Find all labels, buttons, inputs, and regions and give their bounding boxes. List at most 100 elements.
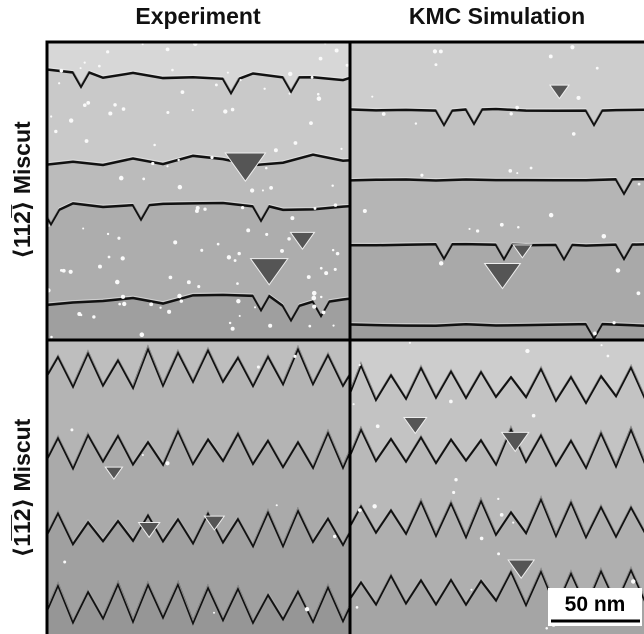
adatom	[262, 189, 264, 191]
adatom	[497, 552, 500, 555]
adatom	[516, 172, 518, 174]
adatom	[178, 185, 182, 189]
adatom	[236, 299, 240, 303]
adatom	[280, 249, 284, 253]
adatom	[149, 302, 153, 306]
adatom	[356, 606, 359, 609]
adatom	[319, 57, 323, 61]
adatom	[358, 508, 362, 512]
adatom	[195, 209, 199, 213]
adatom	[287, 237, 290, 240]
adatom	[311, 76, 314, 79]
adatom	[500, 513, 504, 517]
adatom	[305, 607, 309, 611]
adatom	[332, 249, 334, 251]
adatom	[570, 45, 574, 49]
adatom	[265, 167, 268, 170]
adatom	[631, 579, 635, 583]
adatom	[512, 521, 514, 523]
adatom	[545, 627, 548, 630]
adatom	[237, 252, 240, 255]
adatom	[121, 256, 125, 260]
micrograph	[341, 43, 644, 344]
adatom	[312, 304, 316, 308]
adatom	[107, 233, 109, 235]
adatom	[113, 103, 116, 106]
adatom	[117, 237, 120, 240]
adatom	[593, 332, 597, 336]
adatom	[363, 209, 367, 213]
adatom	[508, 169, 512, 173]
adatom	[372, 504, 376, 508]
adatom	[336, 252, 340, 256]
adatom	[167, 310, 171, 314]
adatom	[497, 498, 499, 500]
adatom	[335, 48, 339, 52]
adatom	[420, 174, 423, 177]
adatom	[257, 365, 260, 368]
adatom	[82, 227, 84, 229]
adatom	[200, 249, 203, 252]
adatom	[80, 67, 82, 69]
adatom	[346, 64, 349, 67]
adatom	[151, 162, 154, 165]
adatom	[638, 183, 641, 186]
adatom	[312, 291, 317, 296]
adatom	[63, 561, 66, 564]
adatom	[317, 93, 320, 96]
adatom	[263, 88, 265, 90]
adatom	[254, 306, 256, 308]
column-header: Experiment	[135, 3, 261, 29]
adatom	[334, 268, 337, 271]
adatom	[181, 90, 185, 94]
adatom	[509, 112, 512, 115]
adatom	[500, 223, 504, 227]
adatom	[166, 47, 170, 51]
adatom	[169, 276, 173, 280]
adatom	[197, 285, 200, 288]
micrograph	[38, 341, 389, 634]
adatom	[50, 336, 53, 339]
adatom	[433, 49, 437, 53]
adatom	[452, 491, 455, 494]
adatom	[98, 265, 102, 269]
adatom	[572, 132, 576, 136]
adatom	[616, 268, 620, 272]
adatom	[332, 325, 334, 327]
adatom	[227, 255, 231, 259]
adatom	[60, 69, 64, 73]
adatom	[517, 226, 520, 229]
adatom	[210, 156, 213, 159]
column-header: KMC Simulation	[409, 3, 585, 29]
adatom	[239, 315, 241, 317]
adatom	[69, 118, 73, 122]
adatom	[294, 141, 298, 145]
adatom	[439, 261, 443, 265]
adatom	[213, 612, 215, 614]
adatom	[439, 49, 443, 53]
adatom	[223, 109, 227, 113]
adatom	[334, 203, 338, 207]
adatom	[177, 294, 182, 299]
adatom	[314, 207, 317, 210]
adatom	[434, 63, 437, 66]
adatom	[532, 414, 536, 418]
adatom	[317, 96, 322, 101]
adatom	[173, 240, 177, 244]
row-label: ⟨1̅1̅2⟩ Miscut	[9, 418, 35, 557]
adatom	[454, 478, 457, 481]
adatom	[612, 321, 615, 324]
adatom	[77, 312, 81, 316]
adatom	[549, 213, 553, 217]
adatom	[70, 428, 73, 431]
adatom	[217, 243, 220, 246]
adatom	[115, 280, 120, 285]
adatom	[274, 148, 278, 152]
adatom	[119, 176, 124, 181]
adatom	[122, 302, 126, 306]
adatom	[371, 96, 373, 98]
adatom	[307, 275, 311, 279]
adatom	[409, 342, 411, 344]
adatom	[122, 107, 126, 111]
adatom	[142, 178, 145, 181]
